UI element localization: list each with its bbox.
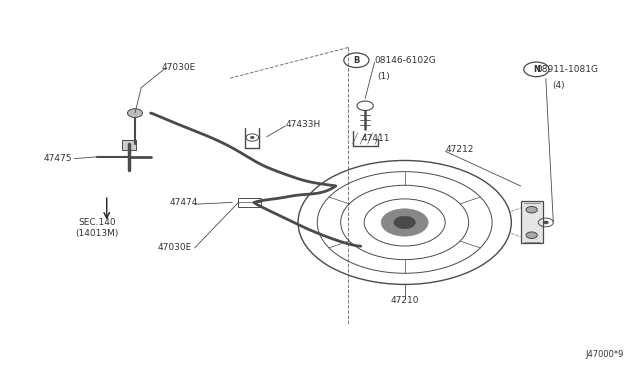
Text: 08146-6102G: 08146-6102G [374, 56, 436, 65]
Circle shape [250, 137, 254, 139]
Text: B: B [353, 56, 360, 65]
Text: 47030E: 47030E [157, 244, 191, 253]
Text: J47000*9: J47000*9 [586, 350, 624, 359]
Text: N: N [533, 65, 540, 74]
Text: 47433H: 47433H [285, 119, 321, 128]
Text: 08911-1081G: 08911-1081G [536, 65, 598, 74]
FancyBboxPatch shape [122, 140, 136, 150]
Text: (1): (1) [378, 72, 390, 81]
Circle shape [381, 209, 428, 236]
Circle shape [526, 206, 538, 213]
Text: (4): (4) [552, 81, 564, 90]
Bar [521, 202, 543, 243]
Text: 47210: 47210 [390, 296, 419, 305]
Circle shape [127, 109, 143, 118]
Circle shape [526, 232, 538, 238]
Text: SEC.140
(14013M): SEC.140 (14013M) [76, 218, 119, 238]
Bar [239, 198, 261, 207]
Circle shape [394, 216, 415, 229]
Circle shape [543, 221, 548, 224]
Text: 47030E: 47030E [162, 63, 196, 72]
Text: 47475: 47475 [44, 154, 72, 163]
Text: 47411: 47411 [362, 134, 390, 143]
Text: 47474: 47474 [170, 198, 198, 207]
Text: 47212: 47212 [445, 145, 474, 154]
